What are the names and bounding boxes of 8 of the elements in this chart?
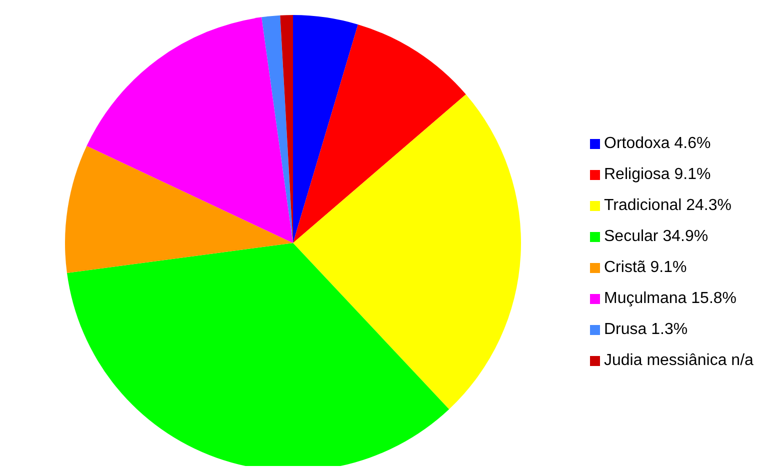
legend-label: Religiosa 9.1% bbox=[604, 166, 711, 184]
legend-label: Cristã 9.1% bbox=[604, 258, 687, 276]
legend-label: Secular 34.9% bbox=[604, 228, 708, 246]
legend-label: Judia messiânica n/a bbox=[604, 352, 754, 370]
legend-label: Ortodoxa 4.6% bbox=[604, 134, 711, 152]
legend-label: Muçulmana 15.8% bbox=[604, 290, 737, 308]
legend-label: Tradicional 24.3% bbox=[604, 196, 732, 214]
legend-label: Drusa 1.3% bbox=[604, 320, 688, 338]
